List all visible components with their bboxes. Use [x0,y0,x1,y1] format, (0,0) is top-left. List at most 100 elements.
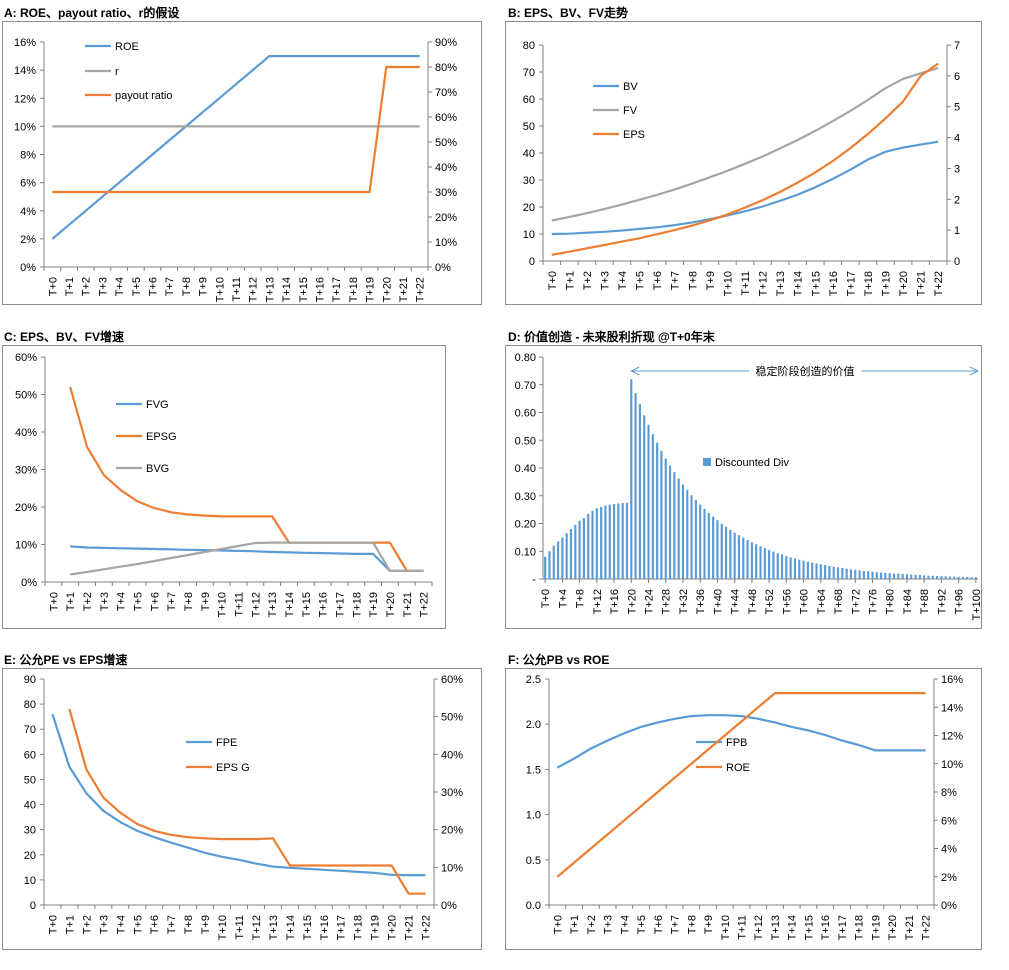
chart-d-bar [729,529,732,579]
chart-e-x-tick-label: T+22 [421,915,433,940]
chart-d-bar [793,558,797,579]
chart-a-x-tick-label: T+11 [231,277,243,302]
chart-d-bar [651,434,654,579]
chart-b-x-tick-label: T+15 [810,271,822,296]
chart-d-bar [867,571,870,579]
chart-d-bar [565,533,568,579]
chart-d-bar [966,577,969,579]
chart-b-x-tick-label: T+19 [881,271,893,296]
chart-a-right-tick-label: 80% [435,62,457,74]
chart-d-x-tick-label: T+0 [540,589,552,608]
chart-c-x-tick-label: T+8 [183,592,195,611]
chart-e-right-tick-label: 0% [441,900,457,912]
chart-a-x-tick-label: T+12 [248,277,260,302]
chart-a-left-tick-label: 16% [14,37,36,49]
chart-d-bar [880,572,883,579]
chart-b-x-tick-label: T+5 [635,271,647,290]
chart-c-x-tick-label: T+2 [82,592,94,611]
chart-b-series-eps-line [551,62,939,256]
chart-c-x-tick-label: T+18 [351,592,363,617]
chart-a-legend-payout-ratio-label: payout ratio [115,90,172,102]
chart-e-right-tick-label: 60% [441,674,463,686]
chart-f-x-tick-label: T+4 [619,915,631,934]
chart-a-left-tick-label: 0% [20,262,36,274]
chart-e-x-tick-label: T+8 [183,915,195,934]
chart-f-x-tick-label: T+14 [787,915,799,940]
chart-a-left-tick-label: 10% [14,121,36,133]
chart-e-left-tick-label: 50 [24,774,36,786]
chart-c-left-tick-label: 50% [15,390,37,402]
chart-d-bar [845,568,848,579]
chart-c-x-tick-label: T+22 [419,592,431,617]
chart-e-series-fpe-line [51,713,426,877]
chart-c-legend-bvg-label: BVG [146,463,169,475]
chart-b-x-tick-label: T+21 [916,271,928,296]
chart-d-bar [694,499,697,579]
chart-d-bar [690,495,693,579]
chart-e-x-tick-label: T+6 [149,915,161,934]
chart-b-x-tick-label: T+0 [547,271,559,290]
chart-e-x-tick-label: T+18 [353,915,365,940]
chart-d-bar [746,540,749,579]
chart-e-right-tick-label: 50% [441,712,463,724]
chart-b-left-tick-label: 40 [523,148,535,160]
chart-f-x-tick-label: T+8 [686,915,698,934]
chart-a-left-tick-label: 2% [20,234,36,246]
chart-e-x-tick-label: T+5 [132,915,144,934]
chart-d-bar [961,576,964,579]
chart-b-left-tick-label: 30 [523,175,535,187]
chart-d-bar [875,572,878,579]
chart-a-x-tick-label: T+8 [181,277,193,296]
chart-d-bar [686,489,689,579]
chart-d-bar [918,575,921,579]
chart-a-left-tick-label: 14% [14,65,36,77]
chart-f-x-tick-label: T+5 [636,915,648,934]
chart-c-x-tick-label: T+4 [116,592,128,611]
chart-a-x-tick-label: T+13 [264,277,276,302]
chart-c-x-tick-label: T+20 [385,592,397,617]
chart-e-x-tick-label: T+7 [166,915,178,934]
chart-a-right-tick-label: 90% [435,37,457,49]
chart-f-left-tick-label: 0.0 [526,900,541,912]
chart-d-bar [897,573,900,579]
chart-f-x-tick-label: T+13 [770,915,782,940]
chart-d-bar [798,559,801,579]
chart-d-bar [888,573,891,579]
chart-d-bar [724,526,728,579]
chart-f-x-tick-label: T+15 [803,915,815,940]
chart-d-left-tick-label: 0.80 [515,352,536,364]
chart-b-right-tick-label: 3 [954,163,960,175]
chart-a-x-tick-label: T+18 [348,277,360,302]
panel-b-title: B: EPS、BV、FV走势 [508,6,629,20]
chart-d-bar [737,535,741,579]
chart-c-legend-epsg-label: EPSG [146,431,177,443]
chart-d-bar [600,506,603,579]
chart-e-x-tick-label: T+11 [234,915,246,940]
chart-e-left-tick-label: 0 [30,900,36,912]
chart-d-bar [733,532,736,579]
chart-c-x-tick-label: T+12 [250,592,262,617]
chart-c-left-tick-label: 30% [15,465,37,477]
chart-e-left-tick-label: 70 [24,724,36,736]
chart-d-bar [561,537,564,579]
chart-f-x-tick-label: T+20 [887,915,899,940]
chart-b-left-tick-label: 50 [523,121,535,133]
chart-d-bar [595,508,598,579]
chart-c-left-tick-label: 0% [21,577,37,589]
chart-d-bar [647,424,650,579]
chart-d-bar [707,513,710,579]
chart-f-left-tick-label: 1.0 [526,810,541,822]
chart-c-x-tick-label: T+13 [267,592,279,617]
chart-c-x-tick-label: T+1 [65,592,77,611]
chart-e-right-tick-label: 10% [441,862,463,874]
chart-f-right-tick-label: 0% [941,900,957,912]
chart-d-bar [862,571,865,579]
chart-f-series-roe-line [556,692,926,878]
chart-c-left-tick-label: 40% [15,427,37,439]
chart-b-left-tick-label: 20 [523,202,535,214]
chart-d-bar [905,574,909,579]
chart-a-x-tick-label: T+17 [331,277,343,302]
chart-a-x-tick-label: T+15 [298,277,310,302]
chart-b-x-tick-label: T+8 [687,271,699,290]
chart-d-bar [884,572,887,579]
